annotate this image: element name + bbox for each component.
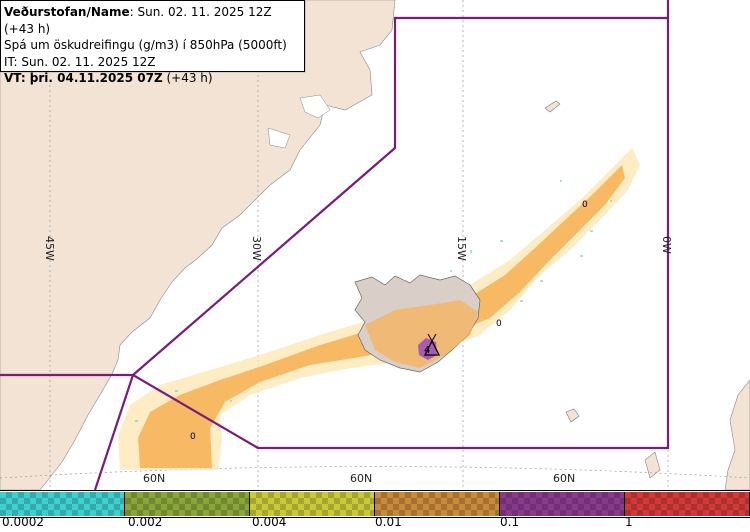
colorbar-segment xyxy=(250,492,375,516)
colorbar-tick: 0.002 xyxy=(128,515,163,529)
info-line-3: IT: Sun. 02. 11. 2025 12Z xyxy=(4,54,156,69)
colorbar-tick: 0.01 xyxy=(375,515,402,529)
colorbar-segment xyxy=(375,492,500,516)
info-line-4: VT: þri. 04.11.2025 07Z (+43 h) xyxy=(4,71,213,85)
value-label: 0 xyxy=(582,200,588,210)
colorbar-tick: 0.004 xyxy=(252,515,287,529)
info-line-1: Veðurstofan/Name: Sun. 02. 11. 2025 12Z … xyxy=(4,5,272,36)
colorbar xyxy=(0,490,750,516)
lon-label: 45W xyxy=(43,236,56,261)
lon-label: 30W xyxy=(250,236,263,261)
ash-plume-main xyxy=(138,165,625,468)
colorbar-tick: 1 xyxy=(625,515,633,529)
ash-plume-halo xyxy=(118,148,640,470)
greenland-land xyxy=(0,0,396,490)
value-label: 0 xyxy=(190,432,196,442)
forecast-info-box: Veðurstofan/Name: Sun. 02. 11. 2025 12Z … xyxy=(0,0,305,85)
info-line-2: Spá um öskudreifingu (g/m3) í 850hPa (50… xyxy=(4,38,287,52)
value-label: 4 xyxy=(424,345,431,356)
volcano-icon xyxy=(423,339,441,356)
colorbar-segment xyxy=(0,492,125,516)
ash-map xyxy=(0,0,750,490)
lat-label: 60N xyxy=(143,472,166,485)
scandinavia-land xyxy=(724,379,750,490)
jan-mayen-island xyxy=(544,100,561,113)
colorbar-segment xyxy=(125,492,250,516)
lat-label: 60N xyxy=(350,472,373,485)
lon-label: 15W xyxy=(455,236,468,261)
colorbar-segment xyxy=(500,492,625,516)
colorbar-segment xyxy=(625,492,750,516)
lat-label: 60N xyxy=(553,472,576,485)
fir-boundary xyxy=(0,0,670,490)
value-label: 0 xyxy=(496,319,502,329)
colorbar-tick: 0.0002 xyxy=(2,515,44,529)
lon-label: 0W xyxy=(660,236,673,254)
colorbar-tick: 0.1 xyxy=(500,515,520,529)
